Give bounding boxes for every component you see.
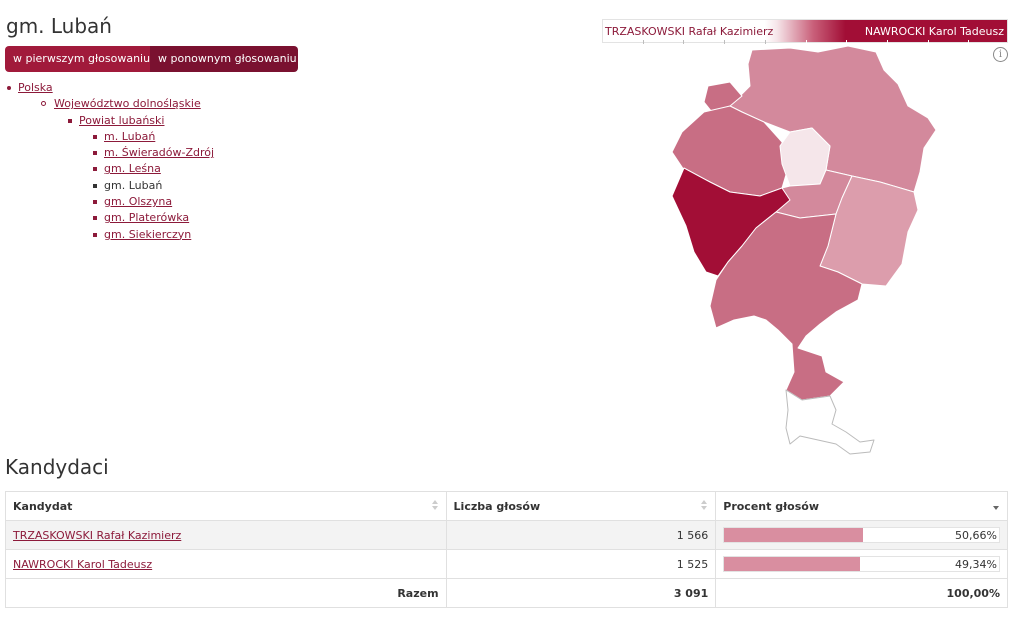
- percent-label: 50,66%: [955, 529, 997, 542]
- color-legend: TRZASKOWSKI Rafał Kazimierz NAWROCKI Kar…: [602, 19, 1008, 44]
- sort-desc-icon: [993, 500, 999, 512]
- link-gm-platerowka[interactable]: gm. Platerówka: [104, 211, 190, 225]
- bullet-icon: [93, 151, 97, 156]
- link-county[interactable]: Powiat lubański: [79, 113, 165, 127]
- legend-tick: [846, 40, 847, 44]
- legend-label-left: TRZASKOWSKI Rafał Kazimierz: [605, 25, 774, 38]
- round-toggle: w pierwszym głosowaniu w ponownym głosow…: [5, 46, 298, 72]
- legend-tick: [724, 40, 725, 44]
- bullet-icon: [7, 86, 11, 90]
- candidate-name-cell: TRZASKOWSKI Rafał Kazimierz: [5, 520, 447, 550]
- map-region-outline[interactable]: [785, 389, 875, 455]
- bullet-icon: [93, 183, 97, 188]
- table-header-row: Kandydat Liczba głosów Procent głosów: [5, 491, 1008, 521]
- page-title: gm. Lubań: [6, 14, 112, 38]
- column-header-percent[interactable]: Procent głosów: [715, 491, 1008, 521]
- tree-item-municipality: gm. Siekierczyn: [93, 227, 214, 243]
- link-gm-siekierczyn[interactable]: gm. Siekierczyn: [104, 227, 192, 241]
- bullet-icon: [93, 134, 97, 139]
- bullet-icon: [93, 200, 97, 205]
- tab-first-round[interactable]: w pierwszym głosowaniu: [5, 46, 150, 72]
- percent-bar: 49,34%: [723, 556, 1000, 572]
- legend-tick: [928, 40, 929, 44]
- candidates-table: Kandydat Liczba głosów Procent głosów TR…: [5, 491, 1008, 608]
- link-m-swieradow-zdroj[interactable]: m. Świeradów-Zdrój: [104, 146, 215, 160]
- total-row: Razem 3 091 100,00%: [5, 578, 1008, 608]
- votes-cell: 1 566: [445, 520, 717, 550]
- info-icon[interactable]: i: [993, 47, 1008, 62]
- tree-item-municipality: m. Świeradów-Zdrój: [93, 145, 215, 161]
- link-voivodeship[interactable]: Województwo dolnośląskie: [54, 97, 201, 111]
- candidate-link[interactable]: TRZASKOWSKI Rafał Kazimierz: [13, 528, 182, 542]
- percent-label: 49,34%: [955, 558, 997, 571]
- column-header-label: Kandydat: [13, 499, 73, 513]
- sort-icon: [431, 500, 438, 512]
- total-votes: 3 091: [445, 578, 717, 608]
- choropleth-map: [671, 45, 937, 455]
- tree-item-municipality: m. Lubań: [93, 129, 214, 145]
- tree-item-country: Polska Województwo dolnośląskie Powiat l…: [7, 80, 215, 243]
- bullet-icon: [93, 232, 97, 237]
- legend-tick: [887, 40, 888, 44]
- bullet-icon: [68, 118, 72, 123]
- bullet-icon: [93, 167, 97, 172]
- link-gm-olszyna[interactable]: gm. Olszyna: [104, 195, 173, 209]
- tree-item-municipality: gm. Olszyna: [93, 194, 214, 210]
- bullet-icon: [93, 216, 97, 221]
- table-row: TRZASKOWSKI Rafał Kazimierz 1 566 50,66%: [5, 520, 1008, 550]
- tree-item-county: Powiat lubański m. Lubań m. Świeradów-Zd…: [68, 113, 215, 243]
- legend-tick: [765, 40, 766, 44]
- link-country[interactable]: Polska: [18, 81, 53, 94]
- percent-bar: 50,66%: [723, 527, 1000, 543]
- legend-tick: [643, 40, 644, 44]
- percent-bar-fill: [724, 557, 860, 571]
- legend-label-right: NAWROCKI Karol Tadeusz: [864, 25, 1004, 38]
- tree-item-municipality: gm. Platerówka: [93, 210, 214, 226]
- column-header-candidate[interactable]: Kandydat: [5, 491, 447, 521]
- candidate-name-cell: NAWROCKI Karol Tadeusz: [5, 549, 447, 579]
- candidate-link[interactable]: NAWROCKI Karol Tadeusz: [13, 557, 153, 571]
- percent-cell: 49,34%: [715, 549, 1008, 579]
- link-gm-lesna[interactable]: gm. Leśna: [104, 162, 161, 176]
- table-row: NAWROCKI Karol Tadeusz 1 525 49,34%: [5, 549, 1008, 579]
- bullet-icon: [41, 101, 46, 107]
- tab-second-round[interactable]: w ponownym głosowaniu: [150, 46, 298, 72]
- legend-tick: [806, 40, 807, 44]
- total-label: Razem: [5, 578, 447, 608]
- link-m-luban[interactable]: m. Lubań: [104, 129, 156, 143]
- region-tree: Polska Województwo dolnośląskie Powiat l…: [7, 80, 215, 243]
- legend-tick: [683, 40, 684, 44]
- sort-icon: [701, 500, 708, 512]
- column-header-votes[interactable]: Liczba głosów: [445, 491, 717, 521]
- column-header-label: Liczba głosów: [453, 499, 541, 513]
- tree-item-voivodeship: Województwo dolnośląskie Powiat lubański…: [41, 96, 215, 243]
- total-percent: 100,00%: [715, 578, 1008, 608]
- tree-item-municipality-current: gm. Lubań: [93, 178, 214, 194]
- percent-cell: 50,66%: [715, 520, 1008, 550]
- current-municipality: gm. Lubań: [104, 178, 163, 192]
- percent-bar-fill: [724, 528, 864, 542]
- candidates-title: Kandydaci: [5, 455, 109, 479]
- legend-tick: [968, 40, 969, 44]
- column-header-label: Procent głosów: [723, 499, 819, 513]
- votes-cell: 1 525: [445, 549, 717, 579]
- tree-item-municipality: gm. Leśna: [93, 161, 214, 177]
